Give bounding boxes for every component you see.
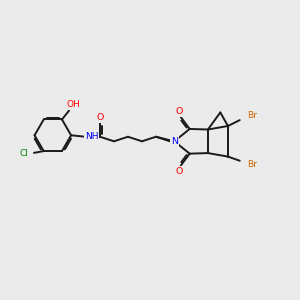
- Text: Br: Br: [247, 112, 257, 121]
- Text: Cl: Cl: [19, 149, 28, 158]
- Text: O: O: [176, 107, 183, 116]
- Text: NH: NH: [85, 132, 98, 141]
- Text: N: N: [171, 137, 178, 146]
- Text: Br: Br: [247, 160, 257, 169]
- Text: O: O: [176, 167, 183, 176]
- Text: OH: OH: [67, 100, 81, 109]
- Text: O: O: [96, 113, 103, 122]
